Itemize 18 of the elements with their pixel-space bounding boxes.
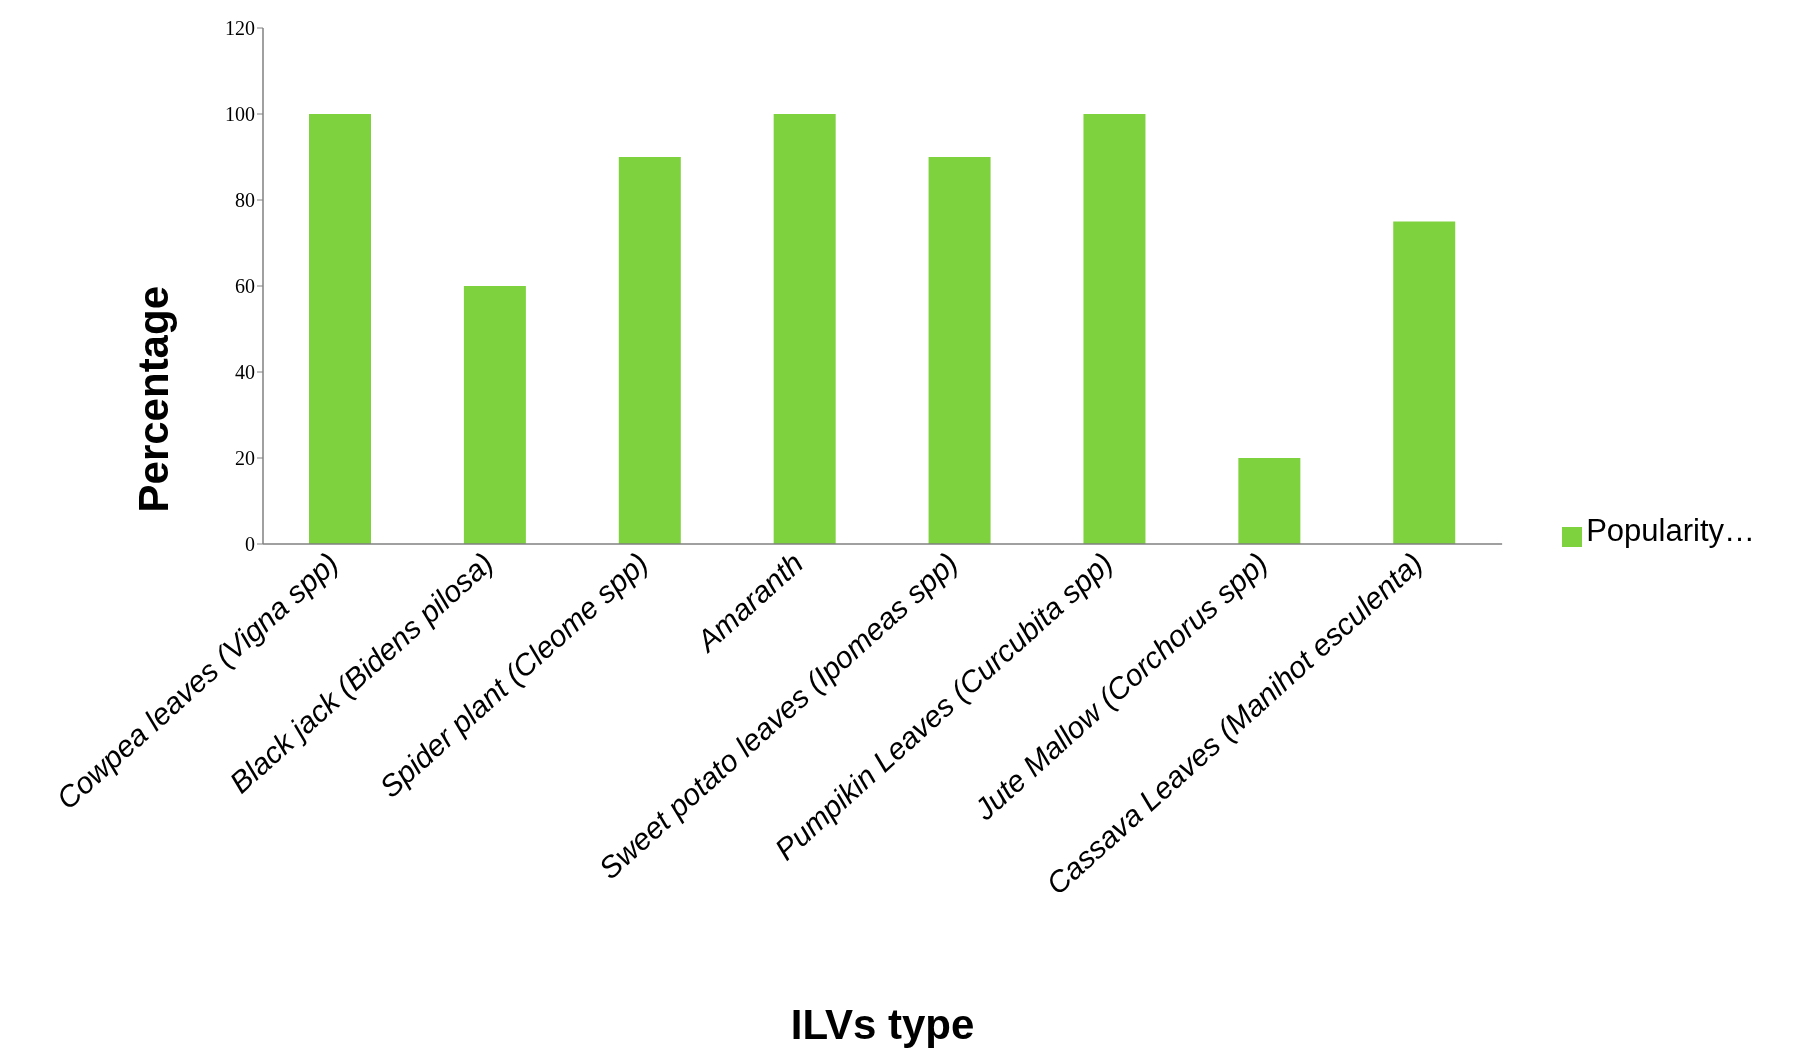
x-axis-title: ILVs type xyxy=(790,1001,975,1048)
bar xyxy=(773,114,836,544)
y-tick-label: 80 xyxy=(235,189,255,212)
y-tick-label: 20 xyxy=(235,447,255,470)
bar xyxy=(309,114,371,544)
bar xyxy=(1238,458,1301,544)
bar xyxy=(463,286,526,544)
bar xyxy=(1083,114,1146,544)
y-tick-label: 60 xyxy=(235,275,255,298)
y-tick-label: 0 xyxy=(245,533,255,556)
y-tick-label: 100 xyxy=(225,103,255,126)
bar xyxy=(618,157,681,544)
y-axis-title: Percentage xyxy=(129,286,177,513)
bar xyxy=(928,157,991,544)
bar xyxy=(1393,221,1456,544)
y-tick-label: 120 xyxy=(225,17,255,40)
legend-label: Popularity… xyxy=(1586,513,1755,548)
y-tick-label: 40 xyxy=(235,361,255,384)
